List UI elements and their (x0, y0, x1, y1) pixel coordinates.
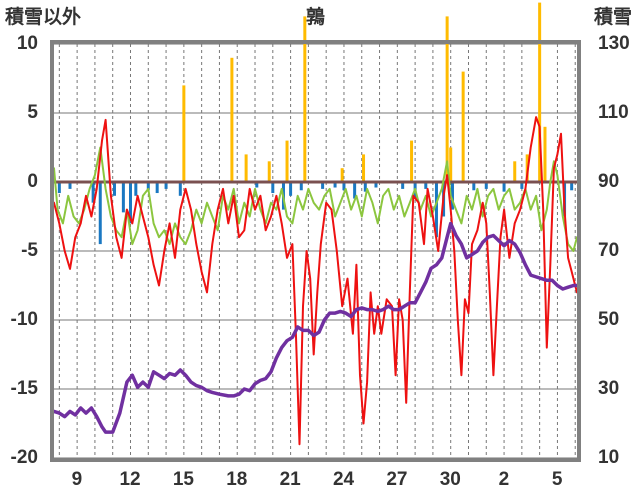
x-tick-label: 2 (498, 469, 510, 490)
deficit-bar (121, 182, 125, 213)
deficit-bar (333, 182, 337, 188)
deficit-bar (164, 182, 168, 189)
left-tick-label: 0 (27, 171, 38, 192)
deficit-bar (321, 182, 325, 189)
deficit-bar (484, 182, 488, 189)
right-tick-label: 70 (598, 240, 620, 261)
deficit-bar (570, 182, 574, 191)
deficit-bar (342, 182, 346, 191)
left-tick-label: 5 (27, 102, 38, 123)
deficit-bar (255, 182, 259, 188)
precipitation-bar (449, 147, 453, 182)
deficit-bar (434, 182, 438, 238)
x-tick-label: 5 (551, 469, 563, 490)
left-axis-label: 積雪以外 (5, 7, 82, 28)
precipitation-bar (410, 140, 414, 182)
deficit-bar (271, 182, 275, 194)
deficit-bar (98, 182, 102, 245)
deficit-bar (112, 182, 116, 196)
plot-frame (50, 40, 581, 462)
bars (57, 2, 574, 245)
deficit-bar (450, 182, 454, 210)
precipitation-bar (340, 168, 344, 182)
series (52, 116, 579, 446)
deficit-bar (91, 182, 95, 203)
deficit-bar (128, 182, 132, 224)
right-tick-label: 10 (598, 447, 620, 468)
deficit-bar (155, 182, 159, 194)
temperature-line (53, 116, 578, 446)
x-tick-label: 27 (386, 469, 408, 490)
deficit-bar (520, 182, 524, 189)
left-tick-label: -10 (10, 309, 38, 330)
deficit-bar (146, 182, 150, 191)
precipitation-bar (244, 154, 248, 182)
precipitation-bar (362, 154, 366, 182)
x-tick-label: 12 (119, 469, 141, 490)
deficit-bar (68, 182, 72, 189)
precipitation-bar (182, 85, 186, 182)
precipitation-bar (461, 71, 465, 182)
precipitation-bar (445, 16, 449, 183)
deficit-bar (424, 182, 428, 189)
deficit-bar (401, 182, 405, 189)
right-axis-label: 積雪 (593, 7, 632, 28)
deficit-bar (178, 182, 182, 196)
precipitation-bar (538, 2, 542, 182)
x-tick-label: 18 (226, 469, 248, 490)
snow_depth-line (52, 221, 579, 434)
x-tick-label: 21 (279, 469, 301, 490)
left-tick-label: 10 (16, 33, 38, 54)
right-tick-label: 50 (598, 309, 620, 330)
left-tick-label: -15 (10, 378, 38, 399)
precipitation-bar (230, 57, 234, 182)
right-tick-label: 110 (598, 102, 629, 123)
deficit-bar (57, 182, 61, 194)
precipitation-bar (303, 16, 307, 183)
precipitation-bar (543, 126, 547, 182)
chart-title: 鶉 (306, 7, 326, 28)
precipitation-bar (267, 161, 271, 182)
x-tick-label: 24 (332, 469, 355, 490)
deficit-bar (353, 182, 357, 199)
right-tick-label: 130 (598, 33, 630, 54)
deficit-bar (289, 182, 293, 196)
right-tick-label: 90 (598, 171, 620, 192)
left-tick-label: -20 (10, 447, 38, 468)
right-tick-label: 30 (598, 378, 620, 399)
x-tick-label: 15 (172, 469, 194, 490)
left-tick-label: -5 (21, 240, 38, 261)
deficit-bar (134, 182, 138, 196)
precipitation-bar (285, 140, 289, 182)
deficit-bar (472, 182, 476, 191)
deficit-bar (299, 182, 303, 191)
x-tick-label: 30 (439, 469, 461, 490)
deficit-bar (363, 182, 367, 192)
deficit-bar (502, 182, 506, 192)
precipitation-bar (513, 161, 517, 182)
deficit-bar (374, 182, 378, 188)
x-tick-label: 9 (71, 469, 83, 490)
